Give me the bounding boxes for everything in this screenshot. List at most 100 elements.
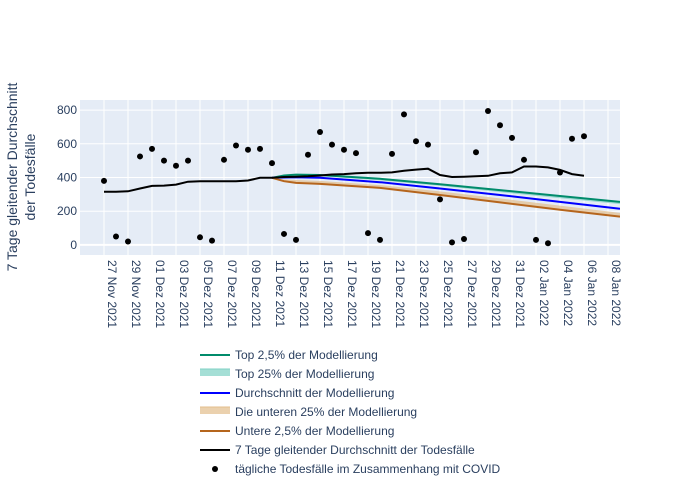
y-axis-label-line-2: der Todesfälle [22,133,38,220]
legend-label: 7 Tage gleitender Durchschnitt der Todes… [235,443,475,457]
daily-death-point [305,151,311,158]
x-tick-label: 19 Dez 2021 [369,260,383,328]
daily-death-point [233,142,239,149]
x-tick-label: 25 Dez 2021 [441,260,455,328]
legend-swatch [212,466,218,472]
y-axis-label: 7 Tage gleitender Durchschnitt der Todes… [4,82,38,271]
daily-death-point [365,230,371,237]
daily-death-point [137,153,143,160]
line-rolling-average [103,165,585,193]
x-tick-label: 03 Dez 2021 [177,260,191,328]
daily-death-point [113,233,119,240]
line-top-2-5 [271,173,620,203]
legend-item-top-25[interactable]: Top 25% der Modellierung [200,367,374,381]
y-axis-label-line-1: 7 Tage gleitender Durchschnitt [4,82,20,271]
daily-death-point [329,141,335,148]
legend-label: tägliche Todesfälle im Zusammenhang mit … [235,462,501,476]
x-tick-label: 21 Dez 2021 [393,260,407,328]
y-tick-label: 800 [57,103,77,117]
x-tick-label: 06 Jan 2022 [585,260,599,326]
x-tick-label: 07 Dez 2021 [225,260,239,328]
series-lines [103,165,620,218]
daily-death-point [425,141,431,148]
legend-item-bottom-2-5[interactable]: Untere 2,5% der Modellierung [200,424,394,438]
legend-label: Untere 2,5% der Modellierung [235,424,394,438]
daily-death-point [125,238,131,245]
daily-death-point [509,134,515,141]
daily-death-point [449,239,455,246]
daily-death-point [545,240,551,247]
daily-death-point [161,157,167,164]
daily-death-point [317,129,323,136]
y-tick-label: 600 [57,137,77,151]
daily-death-point [341,146,347,153]
daily-death-point [389,150,395,157]
x-tick-label: 27 Dez 2021 [465,260,479,328]
daily-death-point [281,230,287,237]
legend-label: Top 2,5% der Modellierung [235,348,378,362]
daily-death-point [245,146,251,153]
legend-swatch [200,407,230,414]
legend-item-mean[interactable]: Durchschnitt der Modellierung [200,386,394,400]
daily-death-point [173,162,179,169]
x-tick-label: 15 Dez 2021 [321,260,335,328]
model-bands [272,174,620,217]
x-tick-label: 08 Jan 2022 [609,260,623,326]
daily-death-point [581,133,587,140]
legend-label: Top 25% der Modellierung [235,367,374,381]
legend-item-rolling[interactable]: 7 Tage gleitender Durchschnitt der Todes… [200,443,475,457]
x-tick-label: 13 Dez 2021 [297,260,311,328]
daily-death-point [401,111,407,118]
daily-death-point [353,150,359,157]
daily-death-point [185,157,191,164]
x-tick-label: 23 Dez 2021 [417,260,431,328]
daily-death-point [149,145,155,152]
x-tick-label: 02 Jan 2022 [537,260,551,326]
daily-death-point [497,122,503,129]
x-tick-label: 09 Dez 2021 [249,260,263,328]
band-bottom-25 [272,177,620,217]
legend: Top 2,5% der Modellierung Top 25% der Mod… [200,348,501,476]
daily-death-point [377,236,383,243]
daily-death-point [461,235,467,242]
legend-swatch [200,369,230,376]
x-tick-label: 04 Jan 2022 [561,260,575,326]
daily-death-point [569,135,575,142]
legend-label: Durchschnitt der Modellierung [235,386,394,400]
daily-death-point [197,234,203,241]
daily-death-point [533,236,539,243]
x-tick-label: 05 Dez 2021 [201,260,215,328]
legend-item-bottom-25[interactable]: Die unteren 25% der Modellierung [200,405,417,419]
x-tick-label: 11 Dez 2021 [273,260,287,327]
daily-death-points [101,107,587,247]
y-tick-label: 400 [57,171,77,185]
legend-item-points[interactable]: tägliche Todesfälle im Zusammenhang mit … [212,462,501,476]
daily-death-point [521,156,527,163]
y-tick-label: 200 [57,204,77,218]
daily-death-point [221,156,227,163]
legend-label: Die unteren 25% der Modellierung [235,405,417,419]
daily-death-point [257,145,263,152]
line-bottom-2-5 [271,176,620,218]
x-tick-label: 29 Dez 2021 [489,260,503,328]
x-tick-label: 31 Dez 2021 [513,260,527,328]
x-tick-label: 27 Nov 2021 [105,260,119,328]
x-tick-labels: 27 Nov 2021 29 Nov 2021 01 Dez 2021 03 Dez … [105,260,623,328]
x-tick-label: 17 Dez 2021 [345,260,359,328]
daily-death-point [557,169,563,176]
daily-death-point [413,138,419,145]
legend-item-top-2-5[interactable]: Top 2,5% der Modellierung [200,348,378,362]
x-tick-label: 29 Nov 2021 [129,260,143,328]
daily-death-point [269,160,275,167]
daily-death-point [101,177,107,184]
daily-death-point [293,236,299,243]
daily-death-point [437,196,443,203]
daily-death-point [209,237,215,244]
daily-death-point [485,107,491,114]
y-tick-labels: 0 200 400 600 800 [57,103,77,252]
x-tick-label: 01 Dez 2021 [153,260,167,328]
daily-death-point [473,149,479,156]
y-tick-label: 0 [70,238,77,252]
